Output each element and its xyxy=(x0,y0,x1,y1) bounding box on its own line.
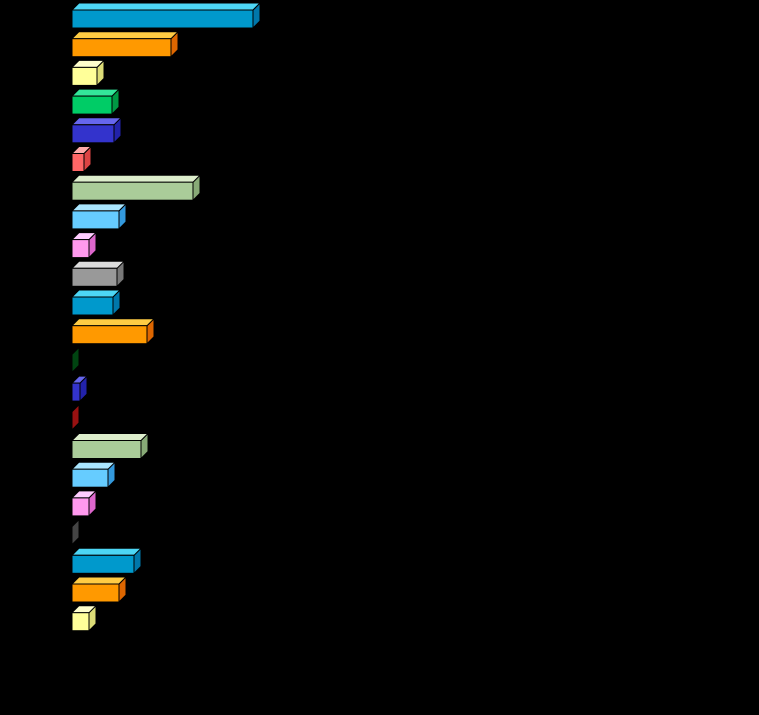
bar-top-face xyxy=(70,2,262,11)
bar-front-face xyxy=(71,124,115,144)
bar-top-face xyxy=(70,203,128,212)
bar-front-face xyxy=(71,38,172,58)
bar-front-face xyxy=(71,181,194,201)
bar-8[interactable] xyxy=(70,202,128,231)
bar-5[interactable] xyxy=(70,116,123,145)
bar-front-face xyxy=(71,612,90,632)
bar-2[interactable] xyxy=(70,30,180,58)
bar-12[interactable] xyxy=(70,317,156,345)
bar-front-face xyxy=(71,66,98,86)
bar-top-face xyxy=(70,260,126,269)
bar-front-face xyxy=(71,325,148,345)
bar-front-face xyxy=(71,468,109,488)
bar-side-face xyxy=(71,403,80,432)
bar-18[interactable] xyxy=(70,489,98,518)
bar-7[interactable] xyxy=(70,173,202,202)
bar-front-face xyxy=(71,497,90,517)
bar-front-face xyxy=(71,583,120,603)
bar-11[interactable] xyxy=(70,288,122,317)
bar-20[interactable] xyxy=(70,547,143,575)
bar-front-face xyxy=(71,153,85,172)
bar-4[interactable] xyxy=(70,87,121,116)
bar-13[interactable] xyxy=(71,346,80,374)
bar-front-face xyxy=(71,382,81,402)
bar-21[interactable] xyxy=(70,575,128,604)
bar-19[interactable] xyxy=(71,518,80,546)
bar-front-face xyxy=(71,9,254,29)
bar-front-face xyxy=(71,210,120,230)
bar-top-face xyxy=(70,433,150,441)
bar-side-face xyxy=(71,346,80,374)
bar-front-face xyxy=(71,554,135,574)
bar-top-face xyxy=(70,117,123,126)
bar-22[interactable] xyxy=(70,604,98,632)
bar-top-face xyxy=(70,31,180,40)
bar-front-face xyxy=(71,239,90,259)
bar-top-face xyxy=(70,547,143,556)
bar-top-face xyxy=(70,461,117,470)
bar-1[interactable] xyxy=(70,1,262,30)
bar-6[interactable] xyxy=(70,145,93,173)
bar-top-face xyxy=(70,576,128,585)
bar-9[interactable] xyxy=(70,231,98,259)
bar-top-face xyxy=(70,174,202,183)
bar-10[interactable] xyxy=(70,260,126,288)
bar-front-face xyxy=(71,267,118,287)
bar-front-face xyxy=(71,296,114,316)
bar-15[interactable] xyxy=(71,403,80,432)
bar-top-face xyxy=(70,88,121,97)
bar-14[interactable] xyxy=(70,374,89,403)
bar-17[interactable] xyxy=(70,460,117,489)
bar-side-face xyxy=(71,518,80,546)
bar-top-face xyxy=(70,318,156,327)
bar-top-face xyxy=(70,289,122,298)
bar-16[interactable] xyxy=(70,432,150,460)
bar-3[interactable] xyxy=(70,59,106,87)
bar-front-face xyxy=(71,95,113,115)
bar-front-face xyxy=(71,440,142,459)
